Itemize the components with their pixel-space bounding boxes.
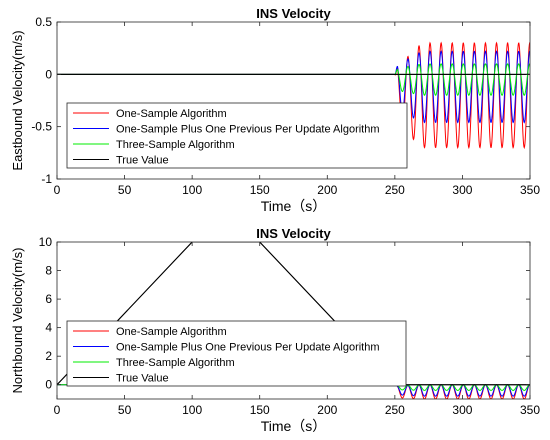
series-lines bbox=[57, 242, 530, 399]
x-tick-label: 200 bbox=[317, 403, 337, 417]
y-tick-label: 0 bbox=[45, 378, 52, 392]
chart-title: INS Velocity bbox=[256, 226, 331, 241]
x-tick-label: 200 bbox=[317, 183, 337, 197]
x-tick-label: 350 bbox=[520, 403, 540, 417]
legend-box bbox=[66, 320, 407, 387]
x-tick-label: 300 bbox=[452, 183, 472, 197]
legend-label: Three-Sample Algorithm bbox=[116, 357, 235, 369]
y-tick-label: 6 bbox=[45, 292, 52, 306]
y-tick-label: -1 bbox=[41, 172, 52, 186]
legend-label: Three-Sample Algorithm bbox=[116, 139, 235, 151]
y-tick-label: 0.5 bbox=[35, 15, 52, 29]
y-tick-label: -0.5 bbox=[31, 120, 52, 134]
true-value-line bbox=[57, 242, 530, 386]
x-tick-label: 150 bbox=[250, 403, 270, 417]
x-tick-label: 50 bbox=[118, 183, 132, 197]
x-tick-label: 100 bbox=[182, 183, 202, 197]
x-tick-label: 250 bbox=[385, 183, 405, 197]
legend-label: True Value bbox=[116, 155, 169, 167]
x-tick-label: 50 bbox=[118, 403, 132, 417]
legend-box bbox=[66, 102, 408, 169]
x-axis-label: Time（s） bbox=[261, 198, 327, 214]
x-tick-label: 250 bbox=[385, 403, 405, 417]
legend-label: One-Sample Algorithm bbox=[116, 108, 227, 120]
y-tick-label: 8 bbox=[45, 264, 52, 278]
y-axis-label: Northbound Velocity(m/s) bbox=[10, 248, 25, 394]
y-tick-label: 10 bbox=[39, 235, 53, 249]
legend: One-Sample Algorithm One-Sample Plus One … bbox=[66, 102, 408, 169]
y-axis-label: Eastbound Velocity(m/s) bbox=[10, 30, 25, 170]
x-tick-label: 350 bbox=[520, 183, 540, 197]
legend-label: True Value bbox=[116, 373, 169, 385]
northbound-velocity-chart: 0 50 100 150 200 250 300 350 0 2 4 6 8 10 INS Velocity… bbox=[10, 226, 540, 434]
axes-box bbox=[56, 241, 531, 400]
x-tick-label: 0 bbox=[54, 183, 61, 197]
y-tick-label: 0 bbox=[45, 67, 52, 81]
legend-label: One-Sample Algorithm bbox=[116, 326, 227, 338]
legend-label: One-Sample Plus One Previous Per Update … bbox=[116, 342, 380, 354]
x-tick-label: 0 bbox=[54, 403, 61, 417]
series-line bbox=[57, 63, 530, 96]
axes-box bbox=[56, 21, 531, 180]
chart-title: INS Velocity bbox=[256, 6, 331, 21]
series-lines bbox=[57, 41, 530, 150]
y-tick-label: 4 bbox=[45, 321, 52, 335]
y-tick-label: 2 bbox=[45, 349, 52, 363]
x-tick-label: 100 bbox=[182, 403, 202, 417]
legend: One-Sample Algorithm One-Sample Plus One … bbox=[66, 320, 407, 387]
x-tick-label: 150 bbox=[250, 183, 270, 197]
x-axis-label: Time（s） bbox=[261, 418, 327, 434]
x-tick-label: 300 bbox=[452, 403, 472, 417]
eastbound-velocity-chart: 0 50 100 150 200 250 300 350 -1 -0.5 0 0.5 INS Veloc… bbox=[10, 6, 540, 214]
legend-label: One-Sample Plus One Previous Per Update … bbox=[116, 124, 380, 136]
